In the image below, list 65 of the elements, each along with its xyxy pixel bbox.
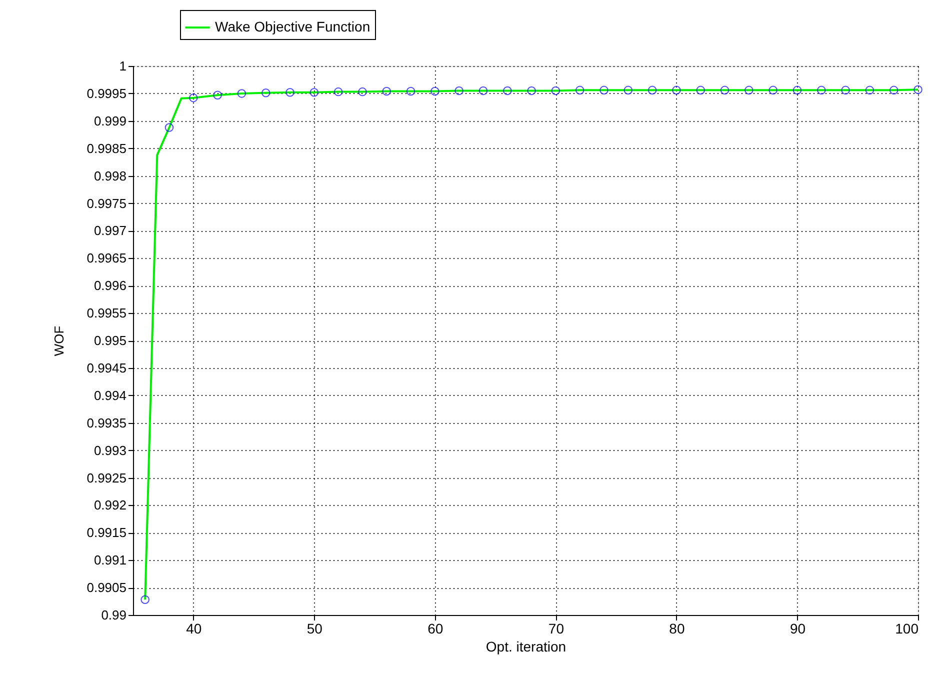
y-tick-label: 0.993 xyxy=(94,442,126,458)
point xyxy=(720,86,730,95)
point xyxy=(286,88,294,97)
point xyxy=(189,93,198,102)
point xyxy=(310,88,319,97)
point xyxy=(865,86,874,95)
y-axis-title: WOF xyxy=(52,326,67,356)
x-tick-label: 80 xyxy=(669,620,685,636)
y-tick-label: 1 xyxy=(119,58,126,74)
legend-label: Wake Objective Function xyxy=(215,18,370,34)
y-tick-label: 0.991 xyxy=(94,552,126,568)
y-tick-label: 0.997 xyxy=(94,223,126,238)
x-tick-label: 40 xyxy=(186,620,202,636)
point xyxy=(140,595,150,604)
y-tick-label: 0.9985 xyxy=(86,140,126,156)
point xyxy=(600,86,608,95)
point xyxy=(213,90,222,100)
y-tick-label: 0.9995 xyxy=(86,86,126,101)
x-tick-label: 90 xyxy=(790,620,806,636)
point xyxy=(841,86,850,95)
point xyxy=(696,86,705,95)
y-tick-label: 0.9915 xyxy=(86,525,126,540)
x-tick-label: 60 xyxy=(428,620,444,636)
y-tick-label: 0.995 xyxy=(94,333,126,348)
y-tick-label: 0.9945 xyxy=(86,360,126,376)
point xyxy=(261,88,270,98)
point xyxy=(792,86,802,95)
y-tick-label: 0.99 xyxy=(101,608,126,622)
y-tick-label: 0.998 xyxy=(94,168,126,184)
y-tick-label: 0.9935 xyxy=(86,415,126,430)
line-series xyxy=(144,88,919,601)
point xyxy=(648,86,657,95)
point xyxy=(478,86,488,96)
point xyxy=(382,86,391,96)
point xyxy=(503,86,512,96)
x-tick-label: 70 xyxy=(548,620,564,636)
y-tick-label: 0.9975 xyxy=(86,196,126,211)
point xyxy=(672,86,681,95)
point xyxy=(237,89,246,98)
point xyxy=(551,86,560,96)
point xyxy=(358,87,367,96)
point xyxy=(624,86,633,95)
point xyxy=(430,86,440,96)
point xyxy=(454,86,464,96)
x-tick-label: 50 xyxy=(306,620,323,636)
y-tick-label: 0.999 xyxy=(94,113,126,128)
y-tick-label: 0.992 xyxy=(94,498,126,513)
point xyxy=(889,86,898,95)
point xyxy=(334,87,343,96)
point xyxy=(527,86,536,96)
y-tick-label: 0.9955 xyxy=(86,306,126,321)
y-tick-label: 0.996 xyxy=(94,278,126,294)
y-tick-label: 0.9925 xyxy=(86,470,126,486)
point xyxy=(768,86,778,95)
y-tick-label: 0.9905 xyxy=(86,580,126,596)
y-tick-label: 0.9965 xyxy=(86,250,126,266)
point xyxy=(164,123,174,132)
x-axis-title: Opt. iteration xyxy=(486,638,566,654)
point xyxy=(817,86,826,95)
y-tick-label: 0.994 xyxy=(94,388,126,403)
point xyxy=(406,86,416,96)
point xyxy=(744,86,754,95)
x-tick-label: 100 xyxy=(895,620,919,636)
point xyxy=(914,85,922,94)
point xyxy=(575,86,584,95)
